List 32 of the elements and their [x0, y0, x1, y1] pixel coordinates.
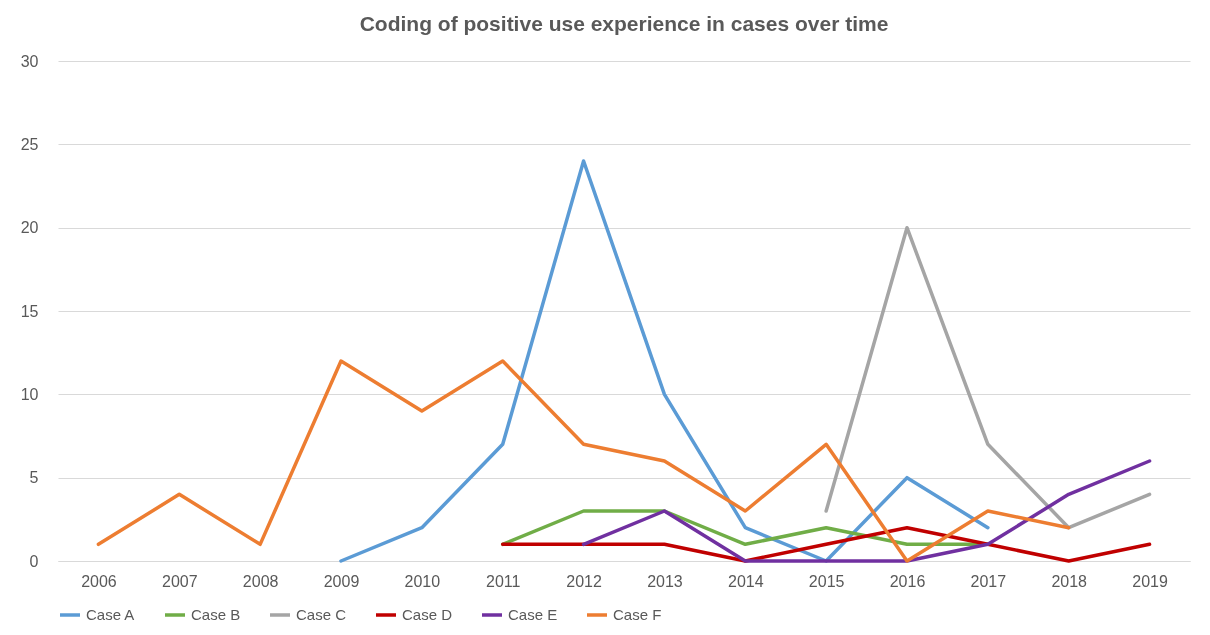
line-series — [824, 225, 1152, 530]
y-tick-label: 15 — [20, 302, 39, 320]
x-tick-label: 2011 — [486, 572, 521, 590]
x-tick-label: 2007 — [161, 572, 198, 590]
legend-label: Case F — [613, 606, 662, 623]
chart-title: Coding of positive use experience in cases over time — [359, 12, 889, 35]
y-tick-label: 5 — [29, 469, 39, 487]
y-tick-label: 20 — [20, 219, 39, 237]
x-tick-label: 2008 — [242, 572, 279, 590]
x-tick-label: 2019 — [1132, 572, 1168, 590]
legend-label: Case C — [296, 606, 347, 623]
legend-label: Case B — [191, 606, 241, 623]
x-tick-label: 2014 — [727, 572, 764, 590]
legend-label: Case D — [402, 606, 453, 623]
x-tick-label: 2013 — [647, 572, 683, 590]
line-series — [581, 459, 1152, 563]
x-tick-label: 2006 — [81, 572, 117, 590]
legend-label: Case E — [508, 606, 558, 623]
legend-label: Case A — [86, 606, 135, 623]
y-tick-label: 30 — [20, 52, 39, 70]
x-tick-label: 2015 — [808, 572, 845, 590]
x-tick-label: 2016 — [889, 572, 926, 590]
y-tick-label: 10 — [20, 385, 39, 403]
line-series — [339, 159, 990, 563]
x-tick-label: 2017 — [970, 572, 1007, 590]
x-tick-label: 2010 — [404, 572, 441, 590]
y-tick-label: 25 — [20, 135, 39, 153]
y-tick-label: 0 — [29, 552, 39, 570]
x-tick-label: 2009 — [323, 572, 360, 590]
x-tick-label: 2018 — [1051, 572, 1088, 590]
x-tick-label: 2012 — [566, 572, 602, 590]
line-series — [96, 359, 1071, 563]
